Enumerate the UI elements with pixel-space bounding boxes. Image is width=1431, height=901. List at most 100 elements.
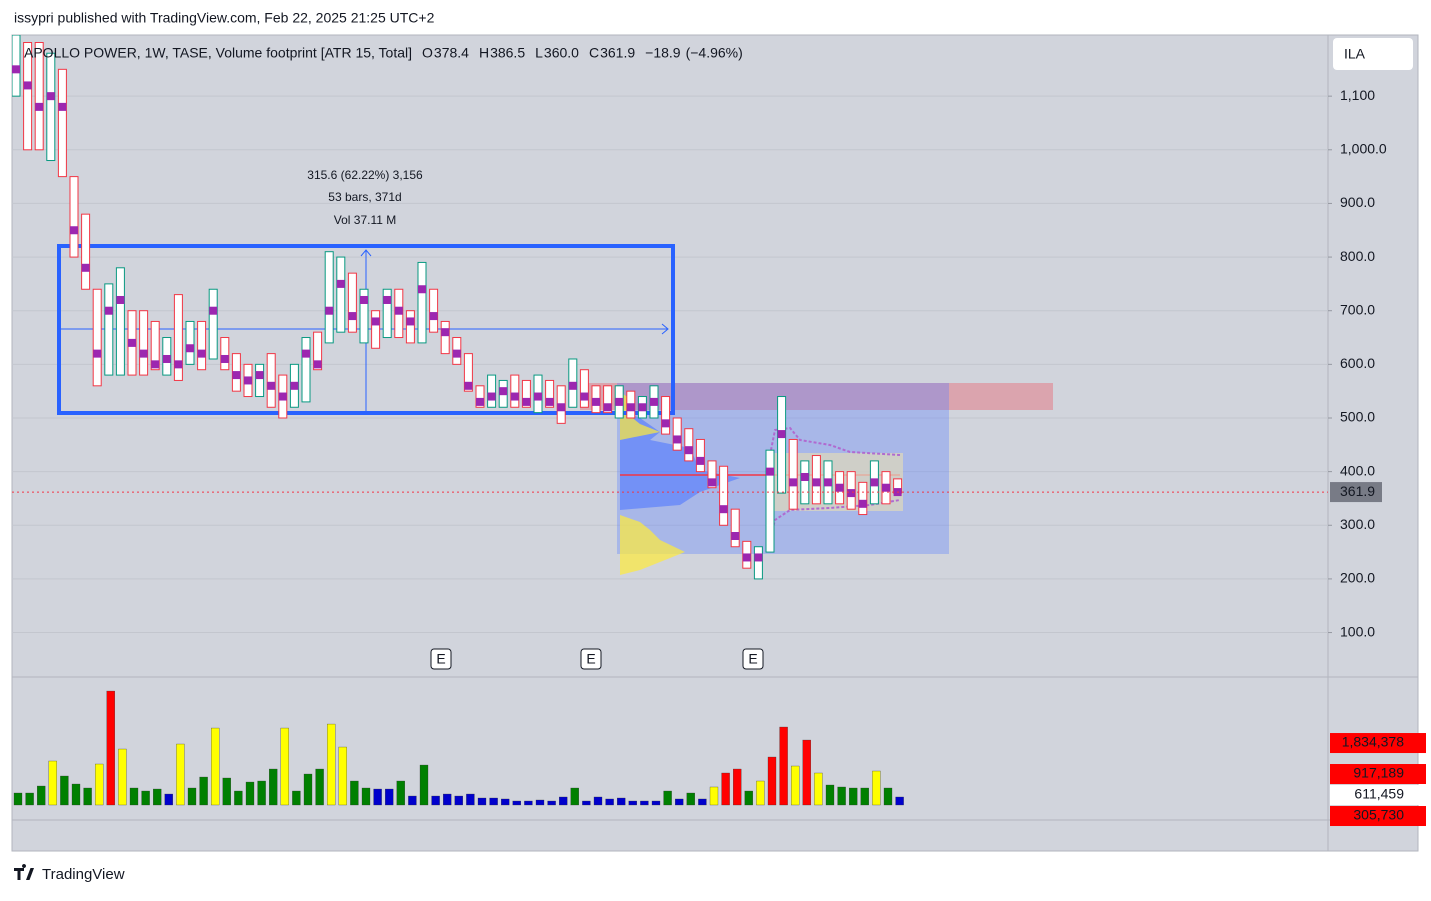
close-marker [232,371,241,380]
legend-text: APOLLO POWER, 1W, TASE, Volume footprint… [24,45,412,61]
footprint-range [429,288,439,333]
annotation: 53 bars, 371d [328,190,401,204]
volume-bar [628,800,637,806]
close-marker [313,360,322,369]
close-marker [46,92,55,101]
footprint-range [23,42,33,151]
event-marker[interactable]: E [430,648,452,670]
volume-bar [825,784,835,806]
y-tick-label: 600.0 [1340,355,1375,371]
footprint-range [661,396,671,435]
currency[interactable]: ILA [1344,46,1366,62]
footprint-range [788,438,798,510]
volume-bar [802,739,811,806]
close-marker [336,279,345,288]
footprint-range [34,42,44,151]
footprint-range [46,52,56,162]
close-marker [673,435,682,444]
legend-text: −18.9 [645,45,681,61]
y-tick-label: 700.0 [1340,301,1375,317]
close-marker [360,295,368,304]
close-marker [777,430,786,439]
close-marker [174,360,183,369]
footprint-range [197,320,207,371]
volume-bar [385,788,394,806]
close-marker [684,446,693,455]
close-marker [870,478,879,487]
event-box[interactable] [742,648,764,670]
close-marker [371,317,380,326]
volume-bar [431,795,440,806]
footprint-range [603,385,613,414]
volume-bar [245,781,255,806]
volume-bar [327,723,336,806]
volume-bar [686,792,695,806]
volume-bar [767,756,777,806]
close-marker [661,419,670,428]
close-marker [638,403,647,412]
volume-bar [176,743,185,806]
close-marker [255,371,264,380]
close-marker [708,478,716,487]
footprint-range [753,546,763,580]
footprint-range [510,374,520,408]
y-tick-label: 400.0 [1340,462,1375,478]
legend-text: C [589,45,599,61]
last-price-box [1330,482,1382,503]
event-label[interactable]: E [748,651,757,667]
footprint-range [777,396,787,494]
footprint-range [684,428,694,462]
volume-bar [37,785,46,806]
y-tick-label: 300.0 [1340,516,1375,532]
y-tick-label: 200.0 [1340,570,1375,586]
event-marker[interactable]: E [742,648,764,670]
close-marker [696,456,705,465]
volume-bar [199,776,208,806]
close-marker [267,381,276,390]
footprint-range [382,288,392,339]
annotation: Vol 37.11 M [334,213,396,227]
event-label[interactable]: E [586,651,595,667]
volume-bar [373,788,382,806]
volume-bar [292,790,301,806]
footprint-range [487,374,497,408]
measure-box [57,244,675,415]
last-price-label: 361.9 [1340,483,1375,499]
footprint-range [730,508,740,548]
close-marker [209,306,218,315]
volume-bar [477,797,487,806]
footprint-range [150,320,160,371]
legend-text: O [422,45,433,61]
event-box[interactable] [430,648,452,670]
footprint-range [800,460,810,505]
event-label[interactable]: E [436,651,445,667]
volume-bar [118,748,127,806]
volume-bar [95,763,104,806]
measure-arrow [360,249,372,257]
close-marker [650,397,658,406]
footprint-range [313,331,323,371]
logo: TradingView [14,864,125,883]
currency-box[interactable] [1333,38,1413,70]
volume-bar [83,787,92,806]
close-marker [12,65,20,74]
close-marker [603,403,612,412]
close-marker [812,478,821,487]
footprint-range [347,272,357,333]
y-tick-label: 800.0 [1340,248,1375,264]
volume-bar [651,800,661,806]
event-box[interactable] [580,648,602,670]
volume-tick-box [1330,785,1426,806]
close-marker [464,381,473,390]
event-marker[interactable]: E [580,648,602,670]
close-marker [592,397,600,406]
volume-tick-label: 1,834,378 [1342,734,1404,750]
close-marker [139,349,148,358]
volume-bar [791,765,800,806]
volume-bar [709,786,719,806]
candles [12,35,903,580]
volume-bar [559,796,568,806]
footprint-range [371,310,381,349]
volume-bar [466,793,475,806]
